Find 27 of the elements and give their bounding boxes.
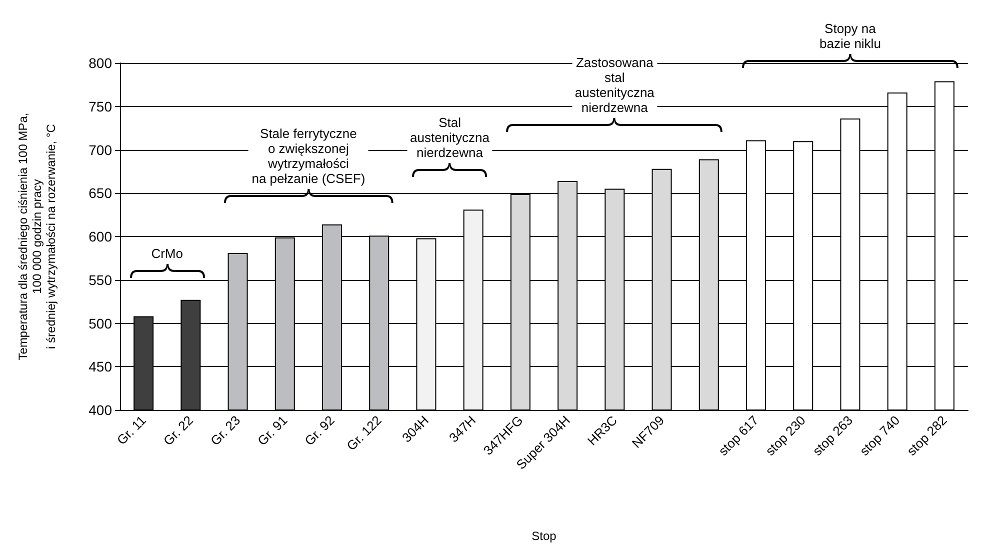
y-tick-label: 600 [88,228,112,244]
y-tick-label: 500 [88,315,112,332]
x-tick-label: Gr. 122 [344,412,384,454]
y-tick-label: 450 [88,358,112,375]
y-tick-label: 750 [88,98,112,114]
annotation: Stale ferrytyczne o zwiększonej wytrzymałości na pełzanie (CSEF) [248,126,368,186]
x-tick-label: stop 230 [762,412,808,459]
x-tick-label: Gr. 91 [254,412,290,448]
x-tick-label: Gr. 23 [207,412,244,448]
y-tick-label: 700 [88,142,112,158]
y-tick-label: 650 [88,185,112,202]
text: Stopy na bazie niklu [816,21,884,52]
annotation: CrMo [148,246,186,262]
x-tick-label: stop 282 [904,412,950,459]
y-tick-label: 550 [88,272,112,288]
x-tick-label: Gr. 22 [160,412,196,448]
y-tick-label: 400 [88,402,112,418]
x-tick-label: stop 740 [856,412,903,459]
x-tick-label: Gr. 11 [114,412,149,448]
x-tick-label: stop 263 [810,412,856,459]
y-tick-label: 800 [88,55,112,71]
x-axis-title: Stop [532,529,557,543]
x-tick-label: stop 617 [715,412,762,459]
x-tick-label: Gr. 92 [302,412,338,448]
y-axis-title: Temperatura dla średniego ciśnienia 100 MPa, 100 000 godzin pracy i średniej wytrzymałości na rozerwanie, °C [16,112,58,360]
annotation: Zastosowana stal austenityczna nierdzewna [572,54,658,115]
annotation: Stal austenityczna nierdzewna [407,114,493,160]
